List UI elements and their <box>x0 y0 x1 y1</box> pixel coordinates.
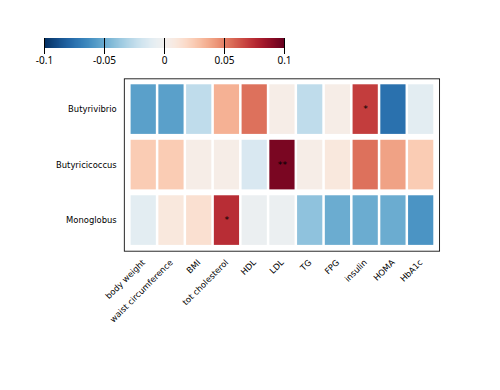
svg-text:Butyricicoccus: Butyricicoccus <box>56 160 117 170</box>
svg-text:waist circumference: waist circumference <box>108 257 175 324</box>
svg-text:insulin: insulin <box>343 257 369 283</box>
svg-text:FPG: FPG <box>323 257 342 276</box>
svg-text:Monoglobus: Monoglobus <box>66 215 117 225</box>
svg-text:-0.1: -0.1 <box>36 53 53 67</box>
svg-text:LDL: LDL <box>267 257 285 275</box>
svg-text:body weight: body weight <box>103 257 147 301</box>
svg-text:0.05: 0.05 <box>215 53 235 67</box>
svg-text:0: 0 <box>162 53 168 67</box>
svg-text:HOMA: HOMA <box>371 257 397 283</box>
svg-text:*: * <box>363 103 368 114</box>
svg-text:*: * <box>225 214 230 225</box>
svg-text:BMI: BMI <box>184 257 202 275</box>
svg-text:-0.05: -0.05 <box>93 53 116 67</box>
svg-text:HbA1c: HbA1c <box>398 257 425 284</box>
svg-text:TG: TG <box>297 257 313 273</box>
svg-text:tot cholesterol: tot cholesterol <box>180 257 230 307</box>
svg-text:**: ** <box>278 159 288 170</box>
svg-text:Butyrivibrio: Butyrivibrio <box>68 104 117 114</box>
svg-text:0.1: 0.1 <box>277 53 291 67</box>
svg-text:HDL: HDL <box>239 257 259 277</box>
